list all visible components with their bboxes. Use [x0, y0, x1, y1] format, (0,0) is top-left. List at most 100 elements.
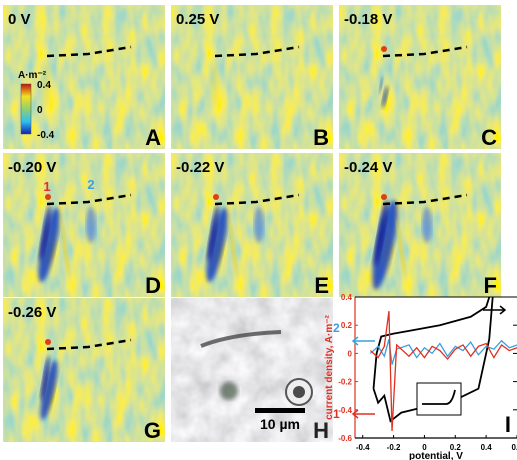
colorbar: A·m⁻²0.4 0 -0.4 — [18, 70, 55, 141]
dashed-outline — [46, 338, 132, 351]
micrograph — [170, 297, 334, 443]
data-line — [372, 297, 494, 423]
voltage-label: -0.26 V — [8, 304, 56, 321]
current-streak — [207, 205, 219, 261]
plot-area — [355, 297, 517, 438]
heatmap-panel: -0.22 V E — [170, 152, 334, 298]
micro-structure — [200, 330, 282, 348]
dashed-outline — [214, 45, 300, 58]
y-tick-label: 0.2 — [341, 321, 353, 330]
voltage-label: -0.20 V — [8, 159, 56, 176]
voltage-label: -0.24 V — [344, 159, 392, 176]
voltage-label: -0.22 V — [176, 159, 224, 176]
heatmap-panel: 0 V A A·m⁻²0.4 0 -0.4 — [2, 4, 166, 150]
current-streak — [381, 85, 389, 109]
panel-letter: G — [144, 418, 161, 443]
panel-letter: B — [313, 125, 329, 150]
panel-letter: I — [505, 412, 511, 437]
current-streak — [206, 207, 228, 283]
heatmap — [338, 152, 502, 298]
heatmap-panel: 0.25 V B — [170, 4, 334, 150]
hot-spot — [45, 339, 51, 345]
data-line — [369, 311, 517, 431]
x-tick-label: -0.2 — [387, 443, 401, 452]
current-streak — [228, 218, 238, 278]
axis-arrow — [351, 409, 375, 419]
micro-blob — [293, 386, 305, 398]
current-streak — [254, 207, 264, 243]
x-tick-label: 0.6 — [511, 443, 517, 452]
scale-label: 10 µm — [260, 416, 300, 432]
current-streak — [39, 205, 51, 261]
heatmap — [2, 297, 166, 443]
dashed-outline — [46, 193, 132, 206]
colorbar-tick-label: -0.4 — [37, 130, 55, 141]
hot-spot — [45, 194, 51, 200]
panel-letter: F — [484, 273, 497, 298]
y-tick-label: -0.2 — [338, 378, 352, 387]
current-streak — [86, 207, 96, 243]
current-streak — [422, 207, 432, 243]
heatmap — [170, 4, 334, 150]
heatmap — [338, 4, 502, 150]
colorbar-gradient — [20, 83, 32, 135]
micrograph-panel: 10 µm H — [170, 297, 334, 443]
colorbar-tick-label: 0.4 — [37, 80, 51, 91]
dashed-outline — [382, 193, 468, 206]
heatmap — [170, 152, 334, 298]
current-streak — [40, 355, 50, 401]
current-streak — [38, 207, 60, 283]
current-streak — [372, 200, 398, 290]
colorbar-tick-label: 0 — [37, 105, 43, 116]
panel-letter: C — [481, 125, 497, 150]
x-tick-label: 0.4 — [481, 443, 493, 452]
current-streak — [396, 218, 406, 278]
current-streak — [374, 199, 388, 267]
legend-label: 2 — [333, 321, 340, 335]
y-tick-label: 0.4 — [341, 293, 353, 302]
heatmap-panel: -0.24 V F — [338, 152, 502, 298]
panel-letter: E — [314, 273, 329, 298]
heatmap-panel: -0.20 V D 1 2 — [2, 152, 166, 298]
x-axis-label: potential, V — [409, 451, 463, 460]
y-tick-label: 0 — [348, 349, 353, 358]
current-streak — [40, 360, 58, 420]
axis-arrow — [483, 305, 507, 315]
faint-streak — [43, 63, 51, 107]
heatmap-panel: -0.26 V G — [2, 297, 166, 443]
site-marker: 2 — [87, 177, 94, 192]
hot-spot — [381, 46, 387, 52]
x-tick-label: 0 — [422, 443, 427, 452]
panel-letter: D — [145, 273, 161, 298]
plot-lines — [369, 297, 517, 431]
hot-spot — [213, 194, 219, 200]
dashed-outline — [382, 45, 468, 58]
current-streak — [379, 76, 383, 94]
heatmap — [2, 152, 166, 298]
panel-letter: A — [145, 125, 161, 150]
colorbar-unit: A·m⁻² — [18, 70, 47, 81]
voltage-label: 0.25 V — [176, 11, 219, 28]
dashed-outline — [214, 193, 300, 206]
micro-blob — [220, 382, 238, 400]
y-tick-label: -0.6 — [338, 434, 352, 443]
inset-curve — [422, 389, 456, 405]
x-tick-label: 0.2 — [450, 443, 462, 452]
site-marker: 1 — [43, 179, 50, 194]
scale-bar — [255, 408, 305, 413]
voltage-label: -0.18 V — [344, 11, 392, 28]
legend-label: 1 — [333, 407, 340, 421]
axis-arrow — [351, 336, 375, 346]
x-tick-label: -0.4 — [356, 443, 370, 452]
dashed-outline — [46, 45, 132, 58]
y-axis-label: current density, A·m⁻² — [324, 314, 335, 419]
heatmap-panel: -0.18 V C — [338, 4, 502, 150]
current-streak — [60, 218, 70, 278]
inset-box — [416, 382, 462, 416]
y-tick-label: -0.4 — [338, 406, 352, 415]
panel-letter: H — [313, 418, 329, 443]
faint-streak — [211, 63, 219, 107]
hot-spot — [381, 194, 387, 200]
